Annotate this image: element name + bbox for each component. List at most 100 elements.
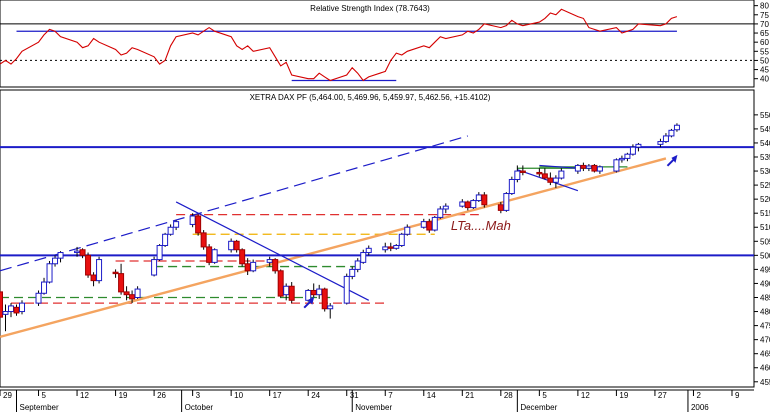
candle-body xyxy=(283,285,290,296)
candle xyxy=(673,123,680,132)
candle xyxy=(574,164,581,174)
candle xyxy=(508,176,515,195)
candle xyxy=(0,287,3,322)
candle xyxy=(316,284,323,299)
x-tick-label: 12 xyxy=(581,391,590,400)
candle-body xyxy=(547,177,554,183)
candle xyxy=(13,304,20,316)
price-tick-label: 4750 xyxy=(760,322,770,331)
candle xyxy=(475,192,482,202)
candle xyxy=(52,255,59,267)
candle-body xyxy=(420,221,427,228)
candle-body xyxy=(173,221,180,228)
candle-body xyxy=(90,274,97,282)
candle-body xyxy=(2,311,9,315)
candle-body xyxy=(673,124,680,131)
candle xyxy=(541,168,548,180)
candle-body xyxy=(514,170,521,180)
candle xyxy=(19,300,26,315)
candle-body xyxy=(129,294,136,300)
candle xyxy=(288,282,295,304)
price-tick-label: 4900 xyxy=(760,279,770,288)
candle-body xyxy=(398,233,405,247)
x-tick-label: 5 xyxy=(42,391,47,400)
x-tick-label: 19 xyxy=(619,391,628,400)
candle-body xyxy=(19,302,26,313)
price-tick-label: 4600 xyxy=(760,364,770,373)
candle xyxy=(167,224,174,236)
candle xyxy=(519,165,526,176)
candle-body xyxy=(189,215,196,225)
rsi-tick-label: 60 xyxy=(760,38,769,47)
candle xyxy=(189,213,196,228)
x-tick-label: 9 xyxy=(735,391,740,400)
candle-body xyxy=(624,153,631,159)
x-tick-label: 29 xyxy=(3,391,12,400)
candle-body xyxy=(541,173,548,179)
candle-body xyxy=(57,252,64,259)
price-tick-label: 5000 xyxy=(760,251,770,260)
x-tick-label: 26 xyxy=(157,391,166,400)
candle-body xyxy=(393,245,400,249)
candle-body xyxy=(349,268,356,277)
price-tick-label: 5250 xyxy=(760,181,770,190)
candle-body xyxy=(431,216,438,231)
price-tick-label: 5400 xyxy=(760,139,770,148)
candle-body xyxy=(327,305,334,310)
x-tick-label: 17 xyxy=(273,391,282,400)
x-tick-label: 14 xyxy=(427,391,436,400)
candle xyxy=(239,248,246,267)
x-tick-label: 24 xyxy=(311,391,320,400)
candle-body xyxy=(360,252,367,263)
candle xyxy=(393,244,400,250)
rsi-lines xyxy=(0,8,678,82)
candle xyxy=(613,158,620,173)
candle xyxy=(437,206,444,219)
candle xyxy=(470,199,477,209)
x-tick-label: 28 xyxy=(504,391,513,400)
candle xyxy=(404,224,411,236)
candle xyxy=(211,248,218,264)
candle xyxy=(426,218,433,233)
candle-body xyxy=(8,305,15,313)
candle-body xyxy=(596,166,603,172)
candle-body xyxy=(426,221,433,231)
candle xyxy=(398,232,405,247)
price-tick-label: 5300 xyxy=(760,167,770,176)
candle-body xyxy=(464,201,471,209)
candle xyxy=(123,286,130,301)
candle xyxy=(387,242,394,252)
candle xyxy=(233,239,240,253)
month-label: October xyxy=(185,403,214,412)
candle-body xyxy=(629,146,636,155)
candle xyxy=(624,152,631,162)
candle xyxy=(85,252,92,278)
candle xyxy=(151,256,158,277)
candle xyxy=(459,199,466,208)
rsi-panel: Relative Strength Index (78.7643) 404550… xyxy=(0,0,769,88)
candle-body xyxy=(156,245,163,261)
rsi-tick-label: 45 xyxy=(760,66,769,75)
candle-body xyxy=(475,194,482,202)
candle-body xyxy=(470,200,477,209)
candle-body xyxy=(46,263,53,283)
price-tick-label: 5350 xyxy=(760,153,770,162)
candle xyxy=(41,277,48,295)
candle-body xyxy=(112,271,119,275)
candle-body xyxy=(266,259,273,263)
candle xyxy=(618,155,625,163)
candle xyxy=(90,272,97,287)
candle xyxy=(360,249,367,264)
candle-body xyxy=(244,263,251,272)
candle-body xyxy=(0,291,3,318)
price-tick-label: 4800 xyxy=(760,308,770,317)
candle-body xyxy=(558,170,565,179)
candle-body xyxy=(481,194,488,206)
candle-body xyxy=(316,288,323,296)
candle xyxy=(662,133,669,143)
x-axis: 29 5 12 19 26 3 10 17 24 31 7 14 21 28 5 12 19 27 2 9 Septe… xyxy=(0,389,754,412)
price-annotations: LTa....Mah xyxy=(303,154,678,309)
candle-body xyxy=(668,129,675,137)
x-tick-label: 19 xyxy=(119,391,128,400)
